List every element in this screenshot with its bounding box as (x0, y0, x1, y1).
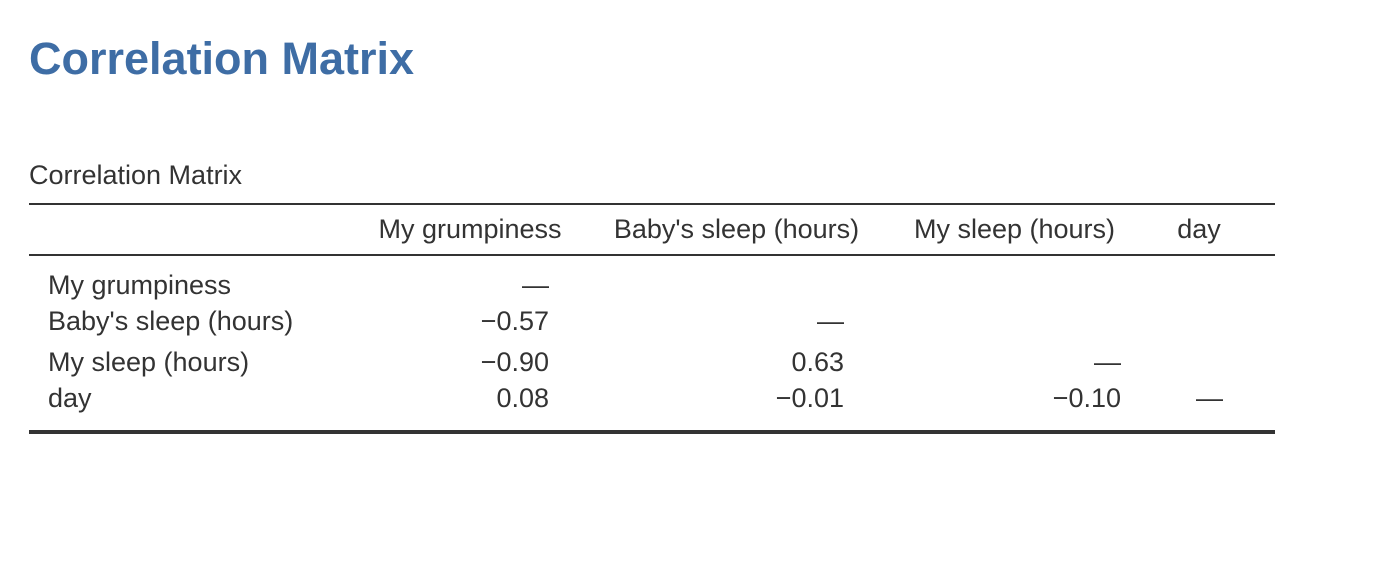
table-cell: — (522, 270, 549, 300)
table-cell (1153, 342, 1275, 383)
table-cell: 0.08 (344, 383, 587, 434)
column-header: day (1153, 203, 1275, 256)
table-cell (886, 255, 1153, 301)
column-header: My sleep (hours) (886, 203, 1153, 256)
table-cell: — (1094, 347, 1121, 377)
table-cell: 0.63 (791, 347, 844, 377)
table-row: day 0.08 −0.01 −0.10 — (29, 383, 1275, 434)
row-label: day (29, 383, 344, 434)
column-header: My grumpiness (344, 203, 587, 256)
table-row: My grumpiness — (29, 255, 1275, 301)
table-cell (1153, 301, 1275, 342)
table-cell (587, 255, 886, 301)
table-caption: Correlation Matrix (29, 160, 243, 190)
correlation-matrix-table: My grumpiness Baby's sleep (hours) My sl… (29, 203, 1275, 434)
row-label: My sleep (hours) (48, 347, 250, 377)
header-corner (29, 203, 344, 256)
header-row: My grumpiness Baby's sleep (hours) My sl… (29, 203, 1275, 256)
table-row: Baby's sleep (hours) −0.57 — (29, 301, 1275, 342)
row-label: My grumpiness (48, 270, 232, 300)
table-cell: — (817, 306, 844, 336)
table-cell: −0.01 (587, 383, 886, 434)
page-title: Correlation Matrix (29, 33, 415, 84)
column-header: Baby's sleep (hours) (587, 203, 886, 256)
table-cell: — (1153, 383, 1275, 434)
table-cell: −0.57 (480, 306, 549, 336)
table-cell: −0.90 (480, 347, 549, 377)
row-label: Baby's sleep (hours) (48, 306, 294, 336)
table-cell (886, 301, 1153, 342)
table-row: My sleep (hours) −0.90 0.63 — (29, 342, 1275, 383)
table-cell (1153, 255, 1275, 301)
table-cell: −0.10 (886, 383, 1153, 434)
